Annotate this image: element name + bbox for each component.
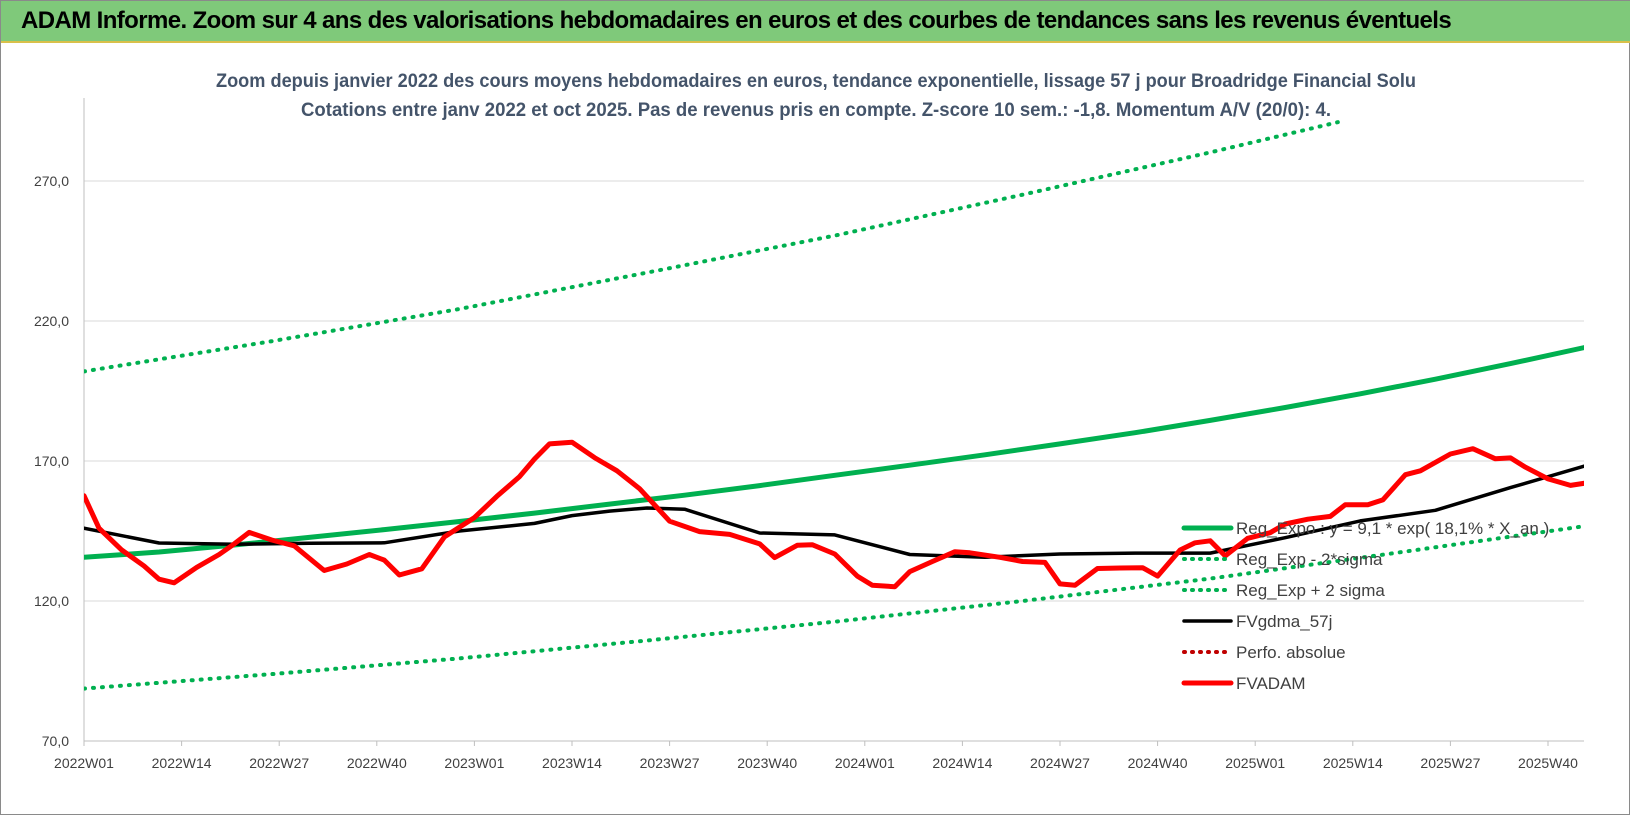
x-tick-label: 2023W27 — [640, 755, 700, 771]
legend-label: Reg_Exp - 2*sigma — [1236, 550, 1383, 569]
x-tick-label: 2022W14 — [152, 755, 212, 771]
trend-line — [84, 345, 1584, 560]
banner-title: ADAM Informe. Zoom sur 4 ans des valoris… — [21, 7, 1452, 34]
y-tick-label: 70,0 — [42, 733, 69, 749]
line-chart: Zoom depuis janvier 2022 des cours moyen… — [34, 71, 1584, 771]
plot-area — [84, 120, 1584, 691]
x-tick-label: 2022W01 — [54, 755, 114, 771]
y-tick-label: 270,0 — [34, 173, 69, 189]
x-tick-label: 2025W01 — [1225, 755, 1285, 771]
y-tick-label: 220,0 — [34, 313, 69, 329]
x-tick-label: 2023W14 — [542, 755, 602, 771]
chart-title-line1: Zoom depuis janvier 2022 des cours moyen… — [216, 71, 1416, 92]
y-tick-label: 170,0 — [34, 453, 69, 469]
x-tick-label: 2022W27 — [249, 755, 309, 771]
legend-label: Reg_Exp + 2 sigma — [1236, 581, 1385, 600]
y-axis: 70,0 120,0 170,0 220,0 270,0 — [34, 98, 85, 749]
x-tick-label: 2024W40 — [1128, 755, 1188, 771]
y-gridlines — [84, 180, 1584, 742]
x-tick-label: 2022W40 — [347, 755, 407, 771]
legend-label: FVgdma_57j — [1236, 612, 1332, 631]
chart-title-line2: Cotations entre janv 2022 et oct 2025. P… — [301, 100, 1331, 121]
legend-label: Reg_Expo : y = 9,1 * exp( 18,1% * X_an ) — [1236, 519, 1549, 538]
x-tick-label: 2024W27 — [1030, 755, 1090, 771]
price-line — [84, 439, 1584, 590]
x-tick-label: 2024W14 — [932, 755, 992, 771]
x-tick-label: 2025W27 — [1420, 755, 1480, 771]
upper-band-line — [84, 120, 1340, 374]
legend-label: Perfo. absolue — [1236, 643, 1346, 662]
chart-legend: Reg_Expo : y = 9,1 * exp( 18,1% * X_an )… — [1181, 519, 1549, 693]
x-tick-label: 2023W01 — [444, 755, 504, 771]
x-tick-label: 2025W14 — [1323, 755, 1383, 771]
legend-label: FVADAM — [1236, 674, 1306, 693]
x-tick-label: 2024W01 — [835, 755, 895, 771]
x-tick-label: 2025W40 — [1518, 755, 1578, 771]
header-banner: ADAM Informe. Zoom sur 4 ans des valoris… — [1, 1, 1630, 43]
lower-band-line — [84, 524, 1584, 691]
x-tick-label: 2023W40 — [737, 755, 797, 771]
x-axis: 2022W01 2022W14 2022W27 2022W40 2023W01 2023W… — [54, 740, 1584, 771]
y-tick-label: 120,0 — [34, 593, 69, 609]
chart-titles: Zoom depuis janvier 2022 des cours moyen… — [216, 71, 1416, 121]
